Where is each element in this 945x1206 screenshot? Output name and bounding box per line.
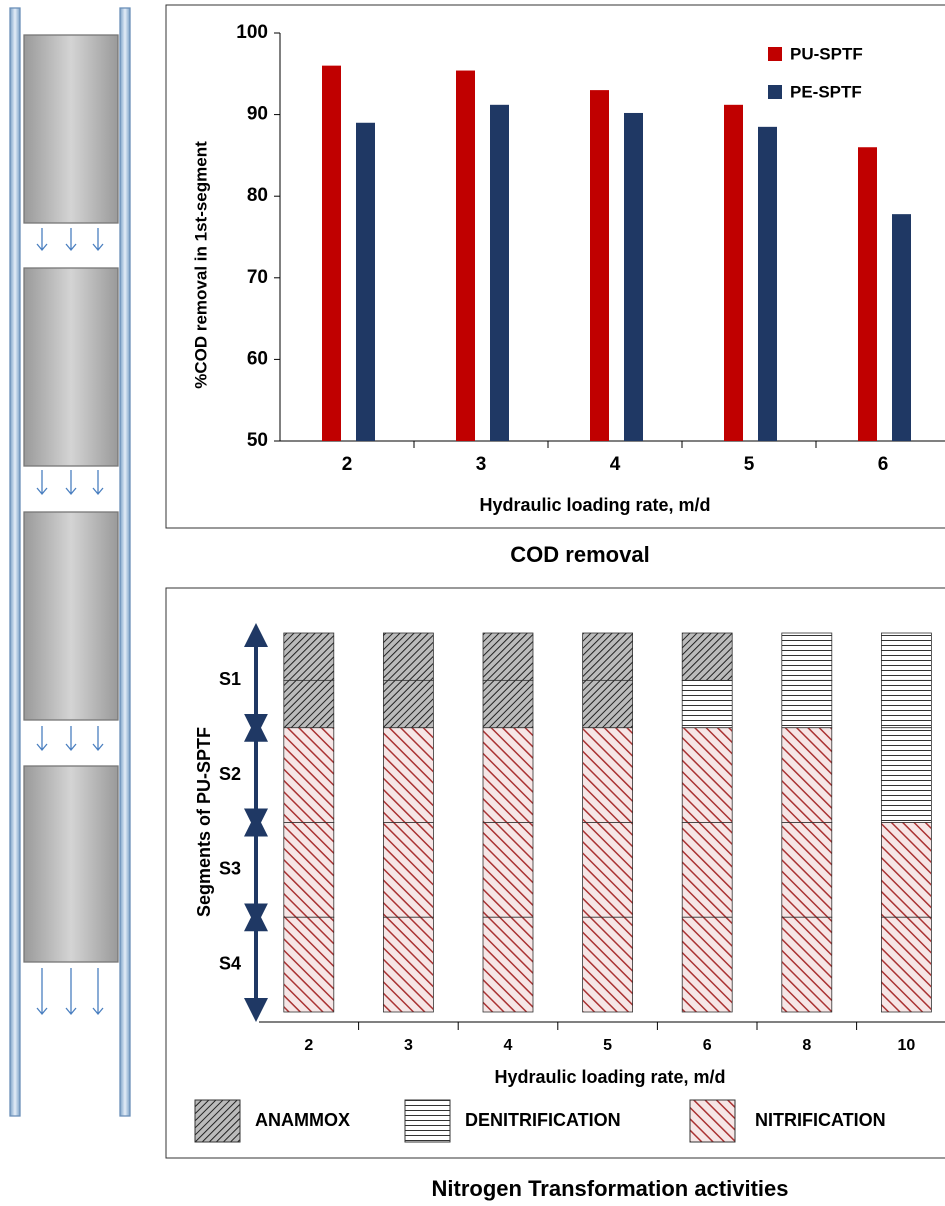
activity-cell — [284, 633, 334, 680]
chart-title: Nitrogen Transformation activities — [432, 1176, 789, 1201]
x-tick-label: 2 — [304, 1037, 313, 1054]
legend-swatch — [405, 1100, 450, 1142]
activity-cell — [782, 728, 832, 823]
activity-cell — [383, 680, 433, 727]
activity-cell — [483, 633, 533, 680]
bar — [490, 105, 509, 441]
y-tick-label: 80 — [247, 185, 268, 206]
activity-cell — [782, 823, 832, 918]
activity-cell — [881, 633, 931, 680]
activity-cell — [782, 680, 832, 727]
activity-cell — [284, 823, 334, 918]
activity-cell — [682, 917, 732, 1012]
activity-cell — [782, 633, 832, 680]
activity-cell — [682, 728, 732, 823]
x-tick-label: 8 — [802, 1037, 811, 1054]
activity-cell — [383, 728, 433, 823]
bar — [724, 105, 743, 441]
activity-cell — [483, 680, 533, 727]
x-tick-label: 2 — [342, 454, 353, 475]
y-tick-label: 50 — [247, 430, 268, 451]
activity-cell — [284, 917, 334, 1012]
x-tick-label: 6 — [703, 1037, 712, 1054]
activity-cell — [583, 917, 633, 1012]
activity-cell — [881, 823, 931, 918]
segment-label: S3 — [219, 859, 241, 879]
bar — [456, 71, 475, 441]
legend-label: DENITRIFICATION — [465, 1110, 621, 1130]
bar — [356, 123, 375, 441]
x-tick-label: 10 — [898, 1037, 916, 1054]
activity-cell — [583, 680, 633, 727]
activity-cell — [782, 917, 832, 1012]
activity-cell — [284, 680, 334, 727]
activity-cell — [881, 680, 931, 727]
legend-swatch — [768, 85, 782, 99]
activity-cell — [383, 823, 433, 918]
activity-cell — [383, 917, 433, 1012]
activity-cell — [583, 633, 633, 680]
y-tick-label: 70 — [247, 267, 268, 288]
legend-label: PE-SPTF — [790, 82, 862, 101]
legend-swatch — [768, 47, 782, 61]
activity-cell — [881, 917, 931, 1012]
x-tick-label: 5 — [603, 1037, 612, 1054]
activity-cell — [483, 917, 533, 1012]
bar — [590, 90, 609, 441]
activity-cell — [682, 680, 732, 727]
bar — [624, 113, 643, 441]
y-tick-label: 90 — [247, 104, 268, 125]
bar — [758, 127, 777, 441]
bar — [892, 214, 911, 441]
x-tick-label: 3 — [476, 454, 487, 475]
figure: COD removal Hydraulic loading rate, m/d … — [0, 0, 945, 1206]
x-axis-label: Hydraulic loading rate, m/d — [479, 495, 710, 515]
legend-label: NITRIFICATION — [755, 1110, 886, 1130]
legend-swatch — [690, 1100, 735, 1142]
activity-cell — [682, 823, 732, 918]
activity-cell — [483, 823, 533, 918]
legend-swatch — [195, 1100, 240, 1142]
activity-cell — [383, 633, 433, 680]
reactor-diagram — [10, 8, 130, 1116]
y-tick-label: 60 — [247, 348, 268, 369]
y-axis-label: Segments of PU-SPTF — [194, 727, 214, 917]
activity-cell — [284, 728, 334, 823]
bar — [858, 147, 877, 441]
x-tick-label: 6 — [878, 454, 889, 475]
x-tick-label: 4 — [504, 1037, 513, 1054]
x-tick-label: 4 — [610, 454, 621, 475]
segment-label: S2 — [219, 764, 241, 784]
activity-cell — [682, 633, 732, 680]
activity-cell — [583, 728, 633, 823]
legend-label: ANAMMOX — [255, 1110, 350, 1130]
y-axis-label: %COD removal in 1st-segment — [191, 141, 210, 389]
segment-label: S1 — [219, 669, 241, 689]
x-tick-label: 3 — [404, 1037, 413, 1054]
x-tick-label: 5 — [744, 454, 755, 475]
activity-cell — [583, 823, 633, 918]
activity-cell — [881, 728, 931, 823]
x-axis-label: Hydraulic loading rate, m/d — [494, 1067, 725, 1087]
legend-label: PU-SPTF — [790, 44, 863, 63]
y-tick-label: 100 — [236, 22, 268, 43]
bar — [322, 66, 341, 441]
chart-title: COD removal — [510, 542, 649, 567]
segment-label: S4 — [219, 953, 241, 973]
activity-cell — [483, 728, 533, 823]
